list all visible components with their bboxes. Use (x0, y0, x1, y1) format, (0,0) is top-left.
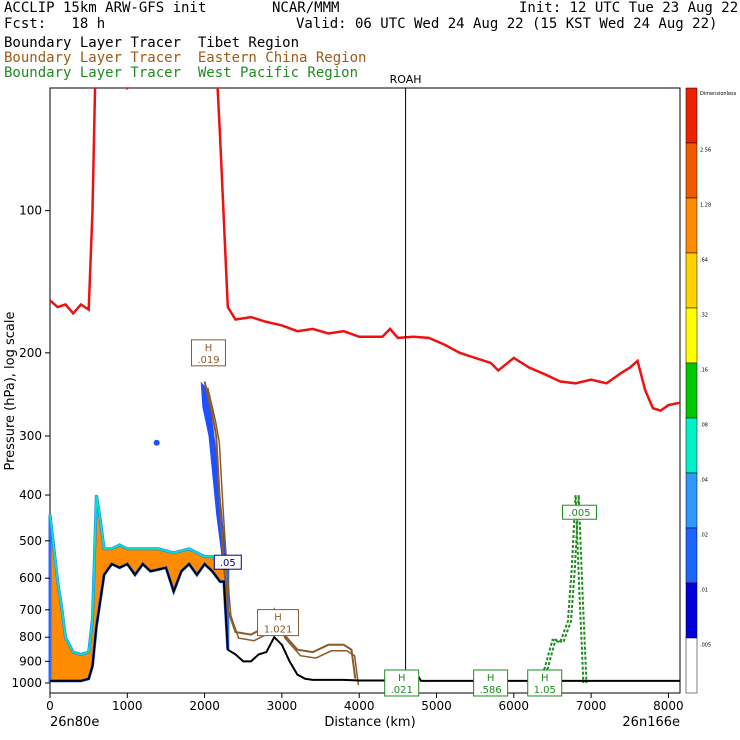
y-tick-label-500: 500 (19, 534, 42, 548)
y-tick-label-900: 900 (19, 654, 42, 668)
y-tick-label-800: 800 (19, 630, 42, 644)
annotation-value: .021 (391, 685, 413, 696)
tibet-tracer-edge (49, 494, 228, 656)
colorbar-level-0: Dimensionless (700, 91, 737, 97)
colorbar-level-3: .64 (700, 258, 708, 264)
x-tick-label-1000: 1000 (112, 699, 143, 713)
init-time: Init: 12 UTC Tue 23 Aug 22 (519, 0, 739, 16)
tracer-spot (153, 439, 160, 446)
eastern-china-tracer-line-2 (206, 387, 360, 685)
annotation-value: .005 (568, 508, 590, 519)
terrain-line (50, 562, 680, 682)
center-label: NCAR/MMM (272, 0, 340, 16)
west-pacific-tracer-line-2 (539, 494, 588, 684)
annotation-0: H.019 (190, 339, 226, 367)
colorbar-segment-0 (685, 87, 698, 144)
colorbar-segment-3 (685, 252, 698, 309)
y-tick-label-100: 100 (19, 204, 42, 218)
annotation-4: H.586 (473, 669, 509, 697)
colorbar-level-7: .04 (700, 478, 708, 484)
x-tick-label-8000: 8000 (653, 699, 684, 713)
colorbar-level-8: .02 (700, 533, 708, 539)
upper-tracer-plume (200, 381, 228, 575)
colorbar-segment-6 (685, 417, 698, 474)
annotation-high-label: H (274, 613, 282, 624)
colorbar-level-2: 1.28 (700, 203, 711, 209)
colorbar-level-10: .005 (700, 643, 711, 649)
colorbar-segment-2 (685, 197, 698, 254)
legend-tibet: Boundary Layer Tracer Tibet Region (4, 35, 300, 51)
y-tick-label-600: 600 (19, 571, 42, 585)
colorbar-segment-8 (685, 527, 698, 584)
x-axis-label: Distance (km) (324, 715, 415, 730)
x-tick-label-6000: 6000 (499, 699, 530, 713)
annotation-high-label: H (398, 673, 406, 684)
x-tick-label-4000: 4000 (344, 699, 375, 713)
left-endpoint-label: 26n80e (50, 715, 99, 730)
annotation-value: .05 (220, 558, 236, 569)
colorbar-segment-9 (685, 582, 698, 639)
annotation-high-label: H (205, 343, 213, 354)
annotation-value: 1.05 (534, 685, 556, 696)
annotation-value: .019 (197, 355, 219, 366)
right-endpoint-label: 26n166e (622, 715, 680, 730)
annotation-high-label: H (541, 673, 549, 684)
x-tick-label-5000: 5000 (421, 699, 452, 713)
x-tick-label-3000: 3000 (267, 699, 298, 713)
annotation-high-label: H (487, 673, 495, 684)
y-tick-label-200: 200 (19, 346, 42, 360)
west-pacific-tracer-line (536, 494, 585, 684)
valid-time: Valid: 06 UTC Wed 24 Aug 22 (15 KST Wed … (296, 16, 718, 32)
legend-west-pacific: Boundary Layer Tracer West Pacific Regio… (4, 65, 359, 81)
y-axis-label: Pressure (hPa), log scale (3, 312, 18, 471)
y-tick-label-300: 300 (19, 429, 42, 443)
annotation-1: .05 (213, 554, 242, 570)
colorbar-segment-10 (685, 637, 698, 694)
annotation-value: 1.021 (264, 625, 293, 636)
colorbar-level-6: .08 (700, 423, 708, 429)
y-tick-label-400: 400 (19, 488, 42, 502)
y-tick-label-1000: 1000 (11, 676, 42, 690)
model-title: ACCLIP 15km ARW-GFS init (4, 0, 207, 16)
annotation-value: .586 (479, 685, 501, 696)
plot-frame (49, 87, 681, 694)
colorbar-segment-4 (685, 307, 698, 364)
x-tick-label-2000: 2000 (189, 699, 220, 713)
annotation-2: H1.021 (257, 609, 300, 637)
colorbar-level-9: .01 (700, 588, 708, 594)
annotation-3: H.021 (384, 669, 420, 697)
y-tick-label-700: 700 (19, 603, 42, 617)
x-tick-label-7000: 7000 (576, 699, 607, 713)
x-tick-label-0: 0 (46, 699, 54, 713)
roah-marker-label: ROAH (390, 73, 422, 86)
colorbar-level-4: .32 (700, 313, 708, 319)
forecast-hour: Fcst: 18 h (4, 16, 106, 32)
annotation-5: H1.05 (527, 669, 563, 697)
colorbar-segment-1 (685, 142, 698, 199)
colorbar-segment-5 (685, 362, 698, 419)
colorbar-segment-7 (685, 472, 698, 529)
tropopause-line (50, 88, 680, 412)
annotation-6: .005 (562, 504, 598, 520)
legend-eastern-china: Boundary Layer Tracer Eastern China Regi… (4, 50, 367, 66)
colorbar-level-5: .16 (700, 368, 708, 374)
colorbar-level-1: 2.56 (700, 148, 711, 154)
